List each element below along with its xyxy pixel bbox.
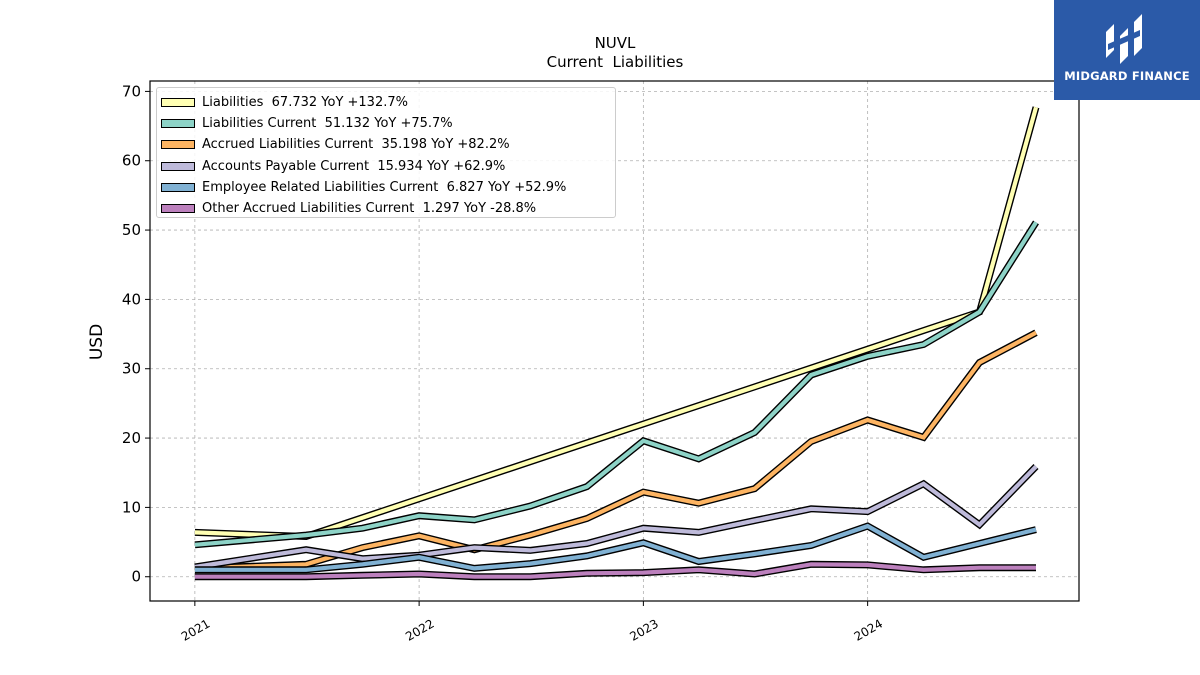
x-axis: 2021 2022 2023 2024 <box>179 601 885 644</box>
legend-swatch <box>161 161 195 171</box>
x-tick-label: 2022 <box>403 616 436 643</box>
legend-swatch <box>161 204 195 214</box>
x-tick-label: 2023 <box>627 616 660 643</box>
x-tick-label: 2024 <box>852 616 885 643</box>
legend-label: Accrued Liabilities Current 35.198 YoY +… <box>202 137 510 153</box>
legend-swatch <box>161 182 195 192</box>
series-line <box>194 221 1038 547</box>
x-tick-label: 2021 <box>179 616 212 643</box>
series-liabilities <box>194 106 1040 541</box>
legend-label: Other Accrued Liabilities Current 1.297 … <box>202 201 537 217</box>
y-tick-label: 50 <box>122 221 141 239</box>
midgard-logo-icon <box>1106 14 1142 64</box>
legend-label: Accounts Payable Current 15.934 YoY +62.… <box>202 158 506 174</box>
legend-item: Liabilities 67.732 YoY +132.7% <box>157 92 615 113</box>
legend-item: Accounts Payable Current 15.934 YoY +62.… <box>157 156 615 177</box>
series-employee-related-liabilities-current <box>194 522 1037 574</box>
chart-title: NUVL <box>595 34 636 52</box>
legend-swatch <box>161 140 195 150</box>
legend-label: Liabilities 67.732 YoY +132.7% <box>202 95 408 111</box>
series-accrued-liabilities-current <box>194 329 1038 572</box>
series-line <box>194 465 1038 570</box>
y-axis: 0 10 20 30 40 50 60 70 <box>122 82 150 586</box>
legend-item: Employee Related Liabilities Current 6.8… <box>157 177 615 198</box>
series-line <box>194 523 1037 572</box>
legend: Liabilities 67.732 YoY +132.7% Liabilitie… <box>156 87 616 218</box>
y-tick-label: 30 <box>122 360 141 378</box>
legend-label: Liabilities Current 51.132 YoY +75.7% <box>202 116 453 132</box>
y-tick-label: 20 <box>122 429 141 447</box>
y-axis-label: USD <box>87 324 107 360</box>
legend-item: Other Accrued Liabilities Current 1.297 … <box>157 198 615 219</box>
y-tick-label: 70 <box>122 82 141 100</box>
y-tick-label: 10 <box>122 498 141 516</box>
y-tick-label: 0 <box>131 568 141 586</box>
series-outline <box>194 220 1039 549</box>
series-line <box>194 330 1037 571</box>
series-liabilities-current <box>194 220 1039 549</box>
brand-name: MIDGARD FINANCE <box>1064 69 1190 83</box>
legend-swatch <box>161 98 195 108</box>
brand-logo: MIDGARD FINANCE <box>1054 0 1200 100</box>
legend-item: Accrued Liabilities Current 35.198 YoY +… <box>157 134 615 155</box>
series-layer <box>194 106 1040 581</box>
series-line <box>194 106 1039 539</box>
y-tick-label: 60 <box>122 152 141 170</box>
legend-swatch <box>161 119 195 129</box>
y-tick-label: 40 <box>122 290 141 308</box>
legend-label: Employee Related Liabilities Current 6.8… <box>202 179 567 195</box>
plot-frame <box>149 80 1080 602</box>
series-line <box>194 562 1036 579</box>
series-other-accrued-liabilities-current <box>194 560 1036 581</box>
series-accounts-payable-current <box>194 464 1039 571</box>
legend-item: Liabilities Current 51.132 YoY +75.7% <box>157 113 615 134</box>
chart-subtitle: Current Liabilities <box>547 53 684 71</box>
